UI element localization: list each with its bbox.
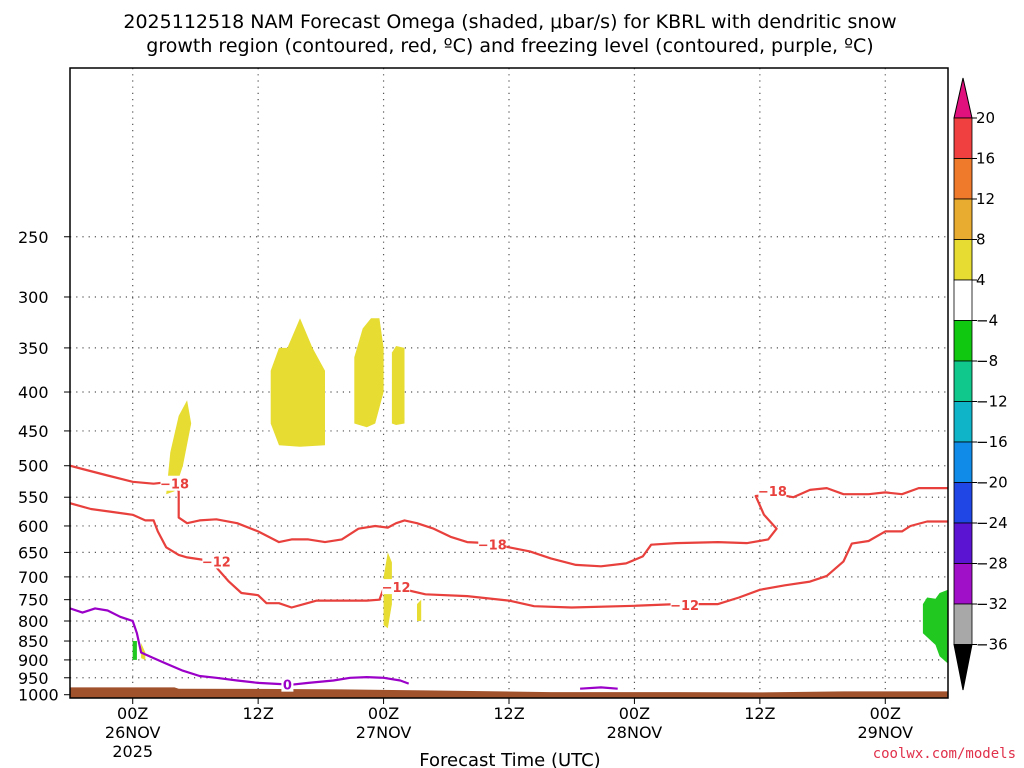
colorbar-band bbox=[953, 360, 973, 402]
colorbar-tick-label: −8 bbox=[976, 352, 998, 370]
colorbar-tick-label: −24 bbox=[976, 514, 1008, 532]
colorbar-band bbox=[953, 401, 973, 443]
contour-label-bg bbox=[281, 676, 294, 692]
y-tick-label: 350 bbox=[18, 339, 49, 358]
contour-labels: −18 −12 −12 −18 −12 −18 0 bbox=[160, 475, 787, 694]
colorbar-band bbox=[953, 522, 973, 564]
plot-frame bbox=[69, 67, 949, 699]
x-tick-label: 27NOV bbox=[356, 723, 412, 742]
colorbar-band bbox=[953, 482, 973, 524]
snow-growth-contour bbox=[70, 464, 948, 568]
colorbar-tick-label: 12 bbox=[976, 190, 995, 208]
x-tick-label: 29NOV bbox=[857, 723, 913, 742]
colorbar-tick-label: −4 bbox=[976, 312, 998, 330]
contour-label: 0 bbox=[283, 679, 292, 694]
y-axis-ticks: 2503003504004505005506006507007508008509… bbox=[18, 228, 70, 705]
y-tick-label: 750 bbox=[18, 591, 49, 610]
freezing-level-contour bbox=[70, 607, 410, 686]
colorbar: 20 16 12 8 4 −4 −8 −12 −16 −20 −24 −28 −32 −36 bbox=[953, 77, 1008, 691]
contour-label-bg bbox=[478, 536, 507, 552]
omega-shaded-region bbox=[141, 643, 146, 660]
omega-shaded-region bbox=[391, 346, 405, 425]
y-tick-label: 900 bbox=[18, 651, 49, 670]
colorbar-band bbox=[953, 441, 973, 483]
x-tick-label: 2025 bbox=[112, 742, 153, 761]
omega-shading bbox=[132, 318, 948, 664]
colorbar-tick-label: 20 bbox=[976, 109, 995, 127]
colorbar-band bbox=[953, 603, 973, 645]
omega-shaded-region bbox=[166, 400, 192, 495]
colorbar-tick-label: −36 bbox=[976, 636, 1008, 654]
x-tick-label: 00Z bbox=[368, 704, 399, 723]
colorbar-tick-label: −32 bbox=[976, 595, 1008, 613]
colorbar-over-arrow bbox=[953, 77, 973, 119]
contour-label-bg bbox=[382, 579, 411, 595]
contour-label: −12 bbox=[382, 581, 411, 596]
colorbar-tick-label: 8 bbox=[976, 231, 986, 249]
x-tick-label: 28NOV bbox=[607, 723, 663, 742]
colorbar-tick-label: −28 bbox=[976, 555, 1008, 573]
contour-label-bg bbox=[670, 596, 699, 612]
y-tick-label: 550 bbox=[18, 488, 49, 507]
omega-shaded-region bbox=[922, 589, 948, 664]
chart-title-line-1: 2025112518 NAM Forecast Omega (shaded, μ… bbox=[123, 11, 896, 33]
colorbar-under-arrow bbox=[953, 644, 973, 691]
x-tick-label: 00Z bbox=[619, 704, 650, 723]
y-tick-label: 300 bbox=[18, 288, 49, 307]
y-tick-label: 950 bbox=[18, 669, 49, 688]
colorbar-tick-label: −12 bbox=[976, 393, 1008, 411]
grid-lines bbox=[70, 68, 948, 698]
contour-label: −12 bbox=[670, 599, 699, 614]
colorbar-band bbox=[953, 563, 973, 605]
y-tick-label: 400 bbox=[18, 383, 49, 402]
colorbar-tick-label: −20 bbox=[976, 474, 1008, 492]
x-tick-label: 12Z bbox=[744, 704, 775, 723]
y-tick-label: 600 bbox=[18, 517, 49, 536]
colorbar-band bbox=[953, 239, 973, 281]
y-tick-label: 500 bbox=[18, 457, 49, 476]
colorbar-tick-label: 16 bbox=[976, 150, 995, 168]
x-tick-label: 00Z bbox=[117, 704, 148, 723]
omega-shaded-region bbox=[132, 641, 137, 660]
y-tick-label: 850 bbox=[18, 632, 49, 651]
x-axis-label: Forecast Time (UTC) bbox=[419, 750, 600, 768]
freezing-level-contour bbox=[580, 686, 618, 690]
colorbar-band bbox=[953, 117, 973, 159]
colorbar-tick-label: −16 bbox=[976, 433, 1008, 451]
contour-label: −12 bbox=[202, 555, 231, 570]
x-tick-label: 12Z bbox=[242, 704, 273, 723]
chart-title-line-2: growth region (contoured, red, ºC) and f… bbox=[146, 35, 873, 57]
omega-shaded-region bbox=[354, 318, 384, 428]
x-tick-label: 26NOV bbox=[105, 723, 161, 742]
colorbar-band bbox=[953, 158, 973, 200]
y-tick-label: 650 bbox=[18, 543, 49, 562]
contour-label: −18 bbox=[160, 478, 189, 493]
contour-label: −18 bbox=[758, 485, 787, 500]
colorbar-band bbox=[953, 320, 973, 362]
omega-shaded-region bbox=[417, 599, 422, 621]
y-tick-label: 450 bbox=[18, 422, 49, 441]
colorbar-tick-label: 4 bbox=[976, 271, 986, 289]
x-tick-label: 12Z bbox=[493, 704, 524, 723]
y-tick-label: 800 bbox=[18, 612, 49, 631]
omega-shaded-region bbox=[270, 318, 325, 447]
y-tick-label: 1000 bbox=[18, 686, 59, 705]
x-tick-label: 00Z bbox=[870, 704, 901, 723]
y-tick-label: 250 bbox=[18, 228, 49, 247]
contour-label: −18 bbox=[478, 539, 507, 554]
credit-text: coolwx.com/models bbox=[873, 746, 1016, 762]
contour-label-bg bbox=[202, 553, 231, 569]
contour-label-bg bbox=[160, 475, 189, 491]
y-tick-label: 700 bbox=[18, 568, 49, 587]
contour-label-bg bbox=[758, 483, 787, 499]
colorbar-band bbox=[953, 198, 973, 240]
colorbar-band bbox=[953, 279, 973, 321]
